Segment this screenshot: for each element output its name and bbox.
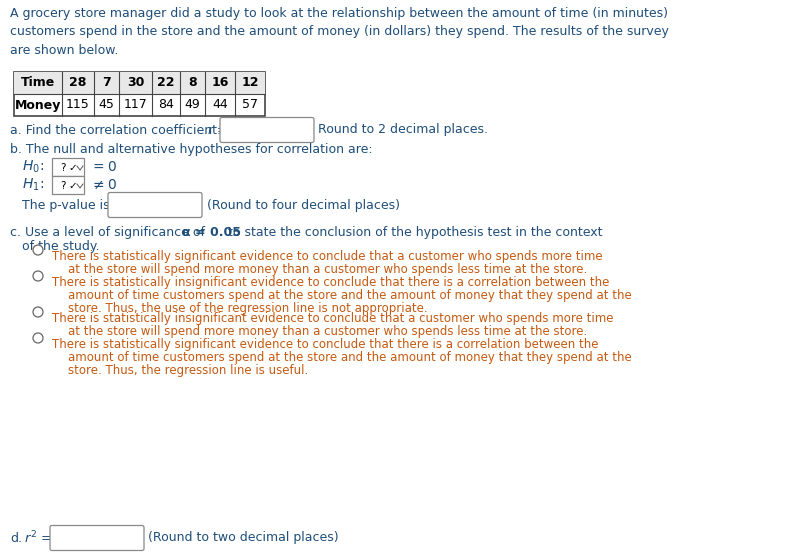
Text: There is statistically insignificant evidence to conclude that a customer who sp: There is statistically insignificant evi… <box>52 312 614 325</box>
Circle shape <box>33 245 43 255</box>
Text: There is statistically significant evidence to conclude that a customer who spen: There is statistically significant evide… <box>52 250 603 263</box>
Text: 30: 30 <box>127 77 145 90</box>
FancyBboxPatch shape <box>52 176 84 194</box>
Text: a. Find the correlation coefficient:: a. Find the correlation coefficient: <box>10 124 229 137</box>
Text: $= 0$: $= 0$ <box>90 160 117 174</box>
Text: $H_1$:: $H_1$: <box>22 177 44 193</box>
Text: at the store will spend more money than a customer who spends less time at the s: at the store will spend more money than … <box>68 263 588 276</box>
Text: at the store will spend more money than a customer who spends less time at the s: at the store will spend more money than … <box>68 325 588 338</box>
Text: 57: 57 <box>242 99 258 111</box>
Text: ? $\checkmark$: ? $\checkmark$ <box>60 161 78 173</box>
Text: (Round to four decimal places): (Round to four decimal places) <box>207 198 400 212</box>
Text: A grocery store manager did a study to look at the relationship between the amou: A grocery store manager did a study to l… <box>10 7 669 57</box>
Text: Time: Time <box>21 77 55 90</box>
Text: α = 0.05: α = 0.05 <box>182 226 241 239</box>
Text: 12: 12 <box>241 77 259 90</box>
Text: 8: 8 <box>188 77 197 90</box>
FancyBboxPatch shape <box>14 72 265 94</box>
Text: 44: 44 <box>212 99 228 111</box>
FancyBboxPatch shape <box>14 72 265 116</box>
FancyBboxPatch shape <box>108 193 202 217</box>
Text: 84: 84 <box>158 99 174 111</box>
Text: store. Thus, the regression line is useful.: store. Thus, the regression line is usef… <box>68 364 308 377</box>
Text: There is statistically insignificant evidence to conclude that there is a correl: There is statistically insignificant evi… <box>52 276 609 289</box>
Text: 7: 7 <box>102 77 111 90</box>
Text: 22: 22 <box>157 77 175 90</box>
Text: ? $\checkmark$: ? $\checkmark$ <box>60 179 78 191</box>
Text: to state the conclusion of the hypothesis test in the context: to state the conclusion of the hypothesi… <box>225 226 603 239</box>
Text: c. Use a level of significance of: c. Use a level of significance of <box>10 226 209 239</box>
Text: 45: 45 <box>98 99 114 111</box>
Text: 28: 28 <box>69 77 87 90</box>
Text: 117: 117 <box>124 99 148 111</box>
Text: b. The null and alternative hypotheses for correlation are:: b. The null and alternative hypotheses f… <box>10 143 372 156</box>
Text: There is statistically significant evidence to conclude that there is a correlat: There is statistically significant evide… <box>52 338 599 351</box>
Text: Money: Money <box>15 99 61 111</box>
Text: $r$ =: $r$ = <box>207 124 227 137</box>
Text: $H_0$:: $H_0$: <box>22 159 44 175</box>
Circle shape <box>33 271 43 281</box>
Text: (Round to two decimal places): (Round to two decimal places) <box>148 531 338 544</box>
Text: Round to 2 decimal places.: Round to 2 decimal places. <box>318 124 488 137</box>
Text: amount of time customers spend at the store and the amount of money that they sp: amount of time customers spend at the st… <box>68 289 632 302</box>
Circle shape <box>33 333 43 343</box>
Text: 115: 115 <box>66 99 90 111</box>
Text: d.: d. <box>10 531 22 544</box>
Text: $r^2$ =: $r^2$ = <box>24 530 52 547</box>
Text: The p-value is:: The p-value is: <box>22 198 114 212</box>
Text: 16: 16 <box>211 77 229 90</box>
Text: 49: 49 <box>185 99 200 111</box>
FancyBboxPatch shape <box>220 118 314 142</box>
Text: of the study.: of the study. <box>10 240 99 253</box>
Text: amount of time customers spend at the store and the amount of money that they sp: amount of time customers spend at the st… <box>68 351 632 364</box>
FancyBboxPatch shape <box>50 525 144 550</box>
Text: $\neq 0$: $\neq 0$ <box>90 178 117 192</box>
Circle shape <box>33 307 43 317</box>
FancyBboxPatch shape <box>52 158 84 176</box>
Text: store. Thus, the use of the regression line is not appropriate.: store. Thus, the use of the regression l… <box>68 302 428 315</box>
